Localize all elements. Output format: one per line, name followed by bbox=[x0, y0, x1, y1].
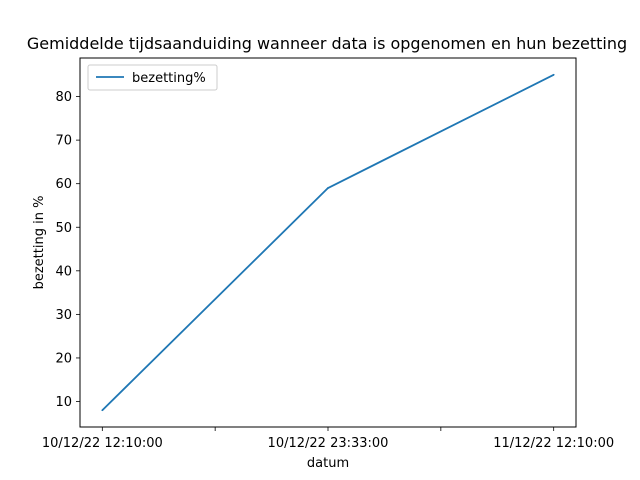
y-tick-label: 20 bbox=[55, 351, 72, 366]
x-axis-label: datum bbox=[307, 456, 349, 471]
data-point bbox=[101, 409, 104, 412]
y-tick-label: 40 bbox=[55, 264, 72, 279]
legend-box bbox=[87, 64, 218, 91]
x-tick-label: 10/12/22 23:33:00 bbox=[268, 436, 389, 451]
series-line-bezetting bbox=[101, 73, 555, 411]
y-tick-label: 80 bbox=[55, 90, 72, 105]
x-tick-label: 10/12/22 12:10:00 bbox=[42, 436, 163, 451]
data-point bbox=[552, 73, 555, 76]
chart-title: Gemiddelde tijdsaanduiding wanneer data … bbox=[27, 34, 627, 53]
legend: bezetting% bbox=[87, 64, 218, 91]
series-group bbox=[101, 73, 555, 412]
y-tick-label: 10 bbox=[55, 395, 72, 410]
x-axis: 10/12/22 12:10:00 10/12/22 23:33:00 11/12/… bbox=[42, 427, 614, 451]
y-tick-label: 30 bbox=[55, 308, 72, 323]
x-tick-label: 11/12/22 12:10:00 bbox=[493, 436, 614, 451]
y-tick-label: 50 bbox=[55, 221, 72, 236]
y-tick-label: 70 bbox=[55, 134, 72, 149]
data-point bbox=[327, 187, 329, 189]
y-axis-label: bezetting in % bbox=[32, 196, 47, 290]
y-tick-label: 60 bbox=[55, 177, 72, 192]
plot-frame bbox=[79, 57, 577, 428]
legend-label-bezetting: bezetting% bbox=[132, 71, 206, 86]
y-axis: 10 20 30 40 50 60 70 80 bbox=[55, 90, 80, 410]
